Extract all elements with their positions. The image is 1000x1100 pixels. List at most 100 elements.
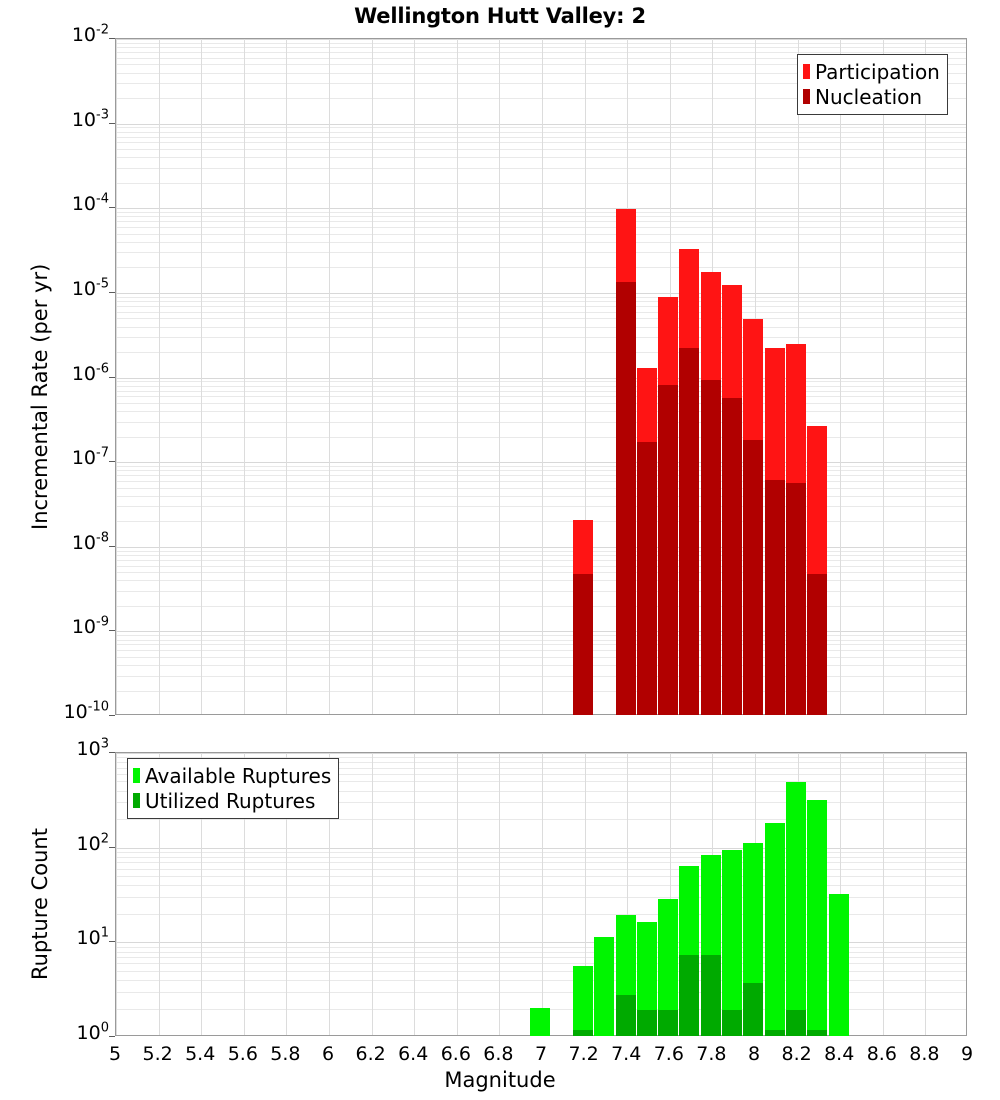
gridline-horizontal bbox=[116, 757, 966, 758]
gridline-horizontal bbox=[116, 942, 966, 943]
gridline-horizontal bbox=[116, 470, 966, 471]
x-tick-label: 9 bbox=[960, 1043, 974, 1065]
gridline-horizontal bbox=[116, 635, 966, 636]
gridline-vertical bbox=[159, 39, 160, 714]
gridline-vertical bbox=[883, 753, 884, 1035]
upper-y-tick: 10-7 bbox=[71, 445, 109, 470]
upper-legend-item-1[interactable]: Nucleation bbox=[803, 84, 940, 109]
gridline-horizontal bbox=[116, 252, 966, 253]
gridline-horizontal bbox=[116, 411, 966, 412]
gridline-horizontal bbox=[116, 591, 966, 592]
gridline-horizontal bbox=[116, 869, 966, 870]
bar-available-ruptures bbox=[637, 922, 657, 1036]
gridline-horizontal bbox=[116, 293, 966, 294]
bar-nucleation bbox=[743, 440, 763, 715]
gridline-vertical bbox=[244, 753, 245, 1035]
gridline-horizontal bbox=[116, 506, 966, 507]
x-tick-label: 7 bbox=[534, 1043, 548, 1065]
lower-y-tick: 101 bbox=[76, 926, 109, 950]
x-tick-label: 7.8 bbox=[696, 1043, 727, 1065]
bar-utilized-ruptures bbox=[722, 1010, 742, 1036]
bar-available-ruptures bbox=[786, 782, 806, 1036]
gridline-vertical bbox=[372, 39, 373, 714]
gridline-horizontal bbox=[116, 386, 966, 387]
x-tick-label: 6.6 bbox=[440, 1043, 471, 1065]
gridline-horizontal bbox=[116, 234, 966, 235]
gridline-vertical bbox=[925, 39, 926, 714]
gridline-horizontal bbox=[116, 337, 966, 338]
gridline-horizontal bbox=[116, 791, 966, 792]
gridline-vertical bbox=[883, 39, 884, 714]
gridline-vertical bbox=[286, 39, 287, 714]
gridline-horizontal bbox=[116, 640, 966, 641]
gridline-horizontal bbox=[116, 142, 966, 143]
gridline-horizontal bbox=[116, 606, 966, 607]
bar-nucleation bbox=[658, 385, 678, 715]
upper-y-tick: 10-9 bbox=[71, 615, 109, 639]
gridline-vertical bbox=[585, 753, 586, 1035]
upper-y-tick: 10-3 bbox=[71, 107, 109, 131]
gridline-horizontal bbox=[116, 781, 966, 782]
y-tickmark bbox=[109, 1036, 115, 1037]
gridline-horizontal bbox=[116, 551, 966, 552]
y-tickmark bbox=[109, 752, 115, 753]
gridline-horizontal bbox=[116, 753, 966, 754]
upper-legend-item-0[interactable]: Participation bbox=[803, 59, 940, 84]
gridline-horizontal bbox=[116, 580, 966, 581]
x-tick-label: 6.2 bbox=[355, 1043, 386, 1065]
gridline-horizontal bbox=[116, 952, 966, 953]
gridline-horizontal bbox=[116, 819, 966, 820]
gridline-vertical bbox=[457, 753, 458, 1035]
gridline-horizontal bbox=[116, 157, 966, 158]
bar-available-ruptures bbox=[807, 800, 827, 1036]
x-tick-label: 8.2 bbox=[781, 1043, 812, 1065]
bar-available-ruptures bbox=[829, 894, 849, 1036]
bar-nucleation bbox=[722, 398, 742, 715]
gridline-horizontal bbox=[116, 391, 966, 392]
lower-legend-item-0[interactable]: Available Ruptures bbox=[133, 763, 331, 788]
y-tickmark bbox=[109, 377, 115, 378]
gridline-horizontal bbox=[116, 183, 966, 184]
gridline-vertical bbox=[457, 39, 458, 714]
y-tickmark bbox=[109, 207, 115, 208]
x-tick-label: 5 bbox=[108, 1043, 122, 1065]
gridline-horizontal bbox=[116, 83, 966, 84]
gridline-horizontal bbox=[116, 762, 966, 763]
gridline-vertical bbox=[499, 39, 500, 714]
y-tickmark bbox=[109, 546, 115, 547]
gridline-horizontal bbox=[116, 124, 966, 125]
gridline-horizontal bbox=[116, 212, 966, 213]
bar-available-ruptures bbox=[573, 966, 593, 1036]
bar-utilized-ruptures bbox=[786, 1010, 806, 1036]
y-tickmark bbox=[109, 461, 115, 462]
gridline-horizontal bbox=[116, 422, 966, 423]
bar-utilized-ruptures bbox=[616, 995, 636, 1036]
bar-available-ruptures bbox=[765, 823, 785, 1036]
x-tick-label: 8.8 bbox=[909, 1043, 940, 1065]
gridline-horizontal bbox=[116, 52, 966, 53]
bar-utilized-ruptures bbox=[765, 1030, 785, 1036]
bar-utilized-ruptures bbox=[637, 1010, 657, 1036]
bar-nucleation bbox=[701, 380, 721, 715]
gridline-vertical bbox=[670, 753, 671, 1035]
gridline-vertical bbox=[201, 753, 202, 1035]
gridline-horizontal bbox=[116, 914, 966, 915]
gridline-horizontal bbox=[116, 848, 966, 849]
gridline-horizontal bbox=[116, 957, 966, 958]
upper-y-tick: 10-10 bbox=[63, 699, 109, 723]
gridline-horizontal bbox=[116, 650, 966, 651]
gridline-horizontal bbox=[116, 403, 966, 404]
bar-nucleation bbox=[573, 574, 593, 715]
bar-nucleation bbox=[807, 574, 827, 715]
gridline-horizontal bbox=[116, 73, 966, 74]
x-tick-label: 5.4 bbox=[185, 1043, 216, 1065]
gridline-horizontal bbox=[116, 947, 966, 948]
lower-legend-item-1[interactable]: Utilized Ruptures bbox=[133, 788, 331, 813]
gridline-horizontal bbox=[116, 555, 966, 556]
gridline-horizontal bbox=[116, 496, 966, 497]
gridline-horizontal bbox=[116, 897, 966, 898]
gridline-horizontal bbox=[116, 216, 966, 217]
gridline-horizontal bbox=[116, 301, 966, 302]
y-tickmark bbox=[109, 38, 115, 39]
x-tick-label: 8 bbox=[747, 1043, 761, 1065]
